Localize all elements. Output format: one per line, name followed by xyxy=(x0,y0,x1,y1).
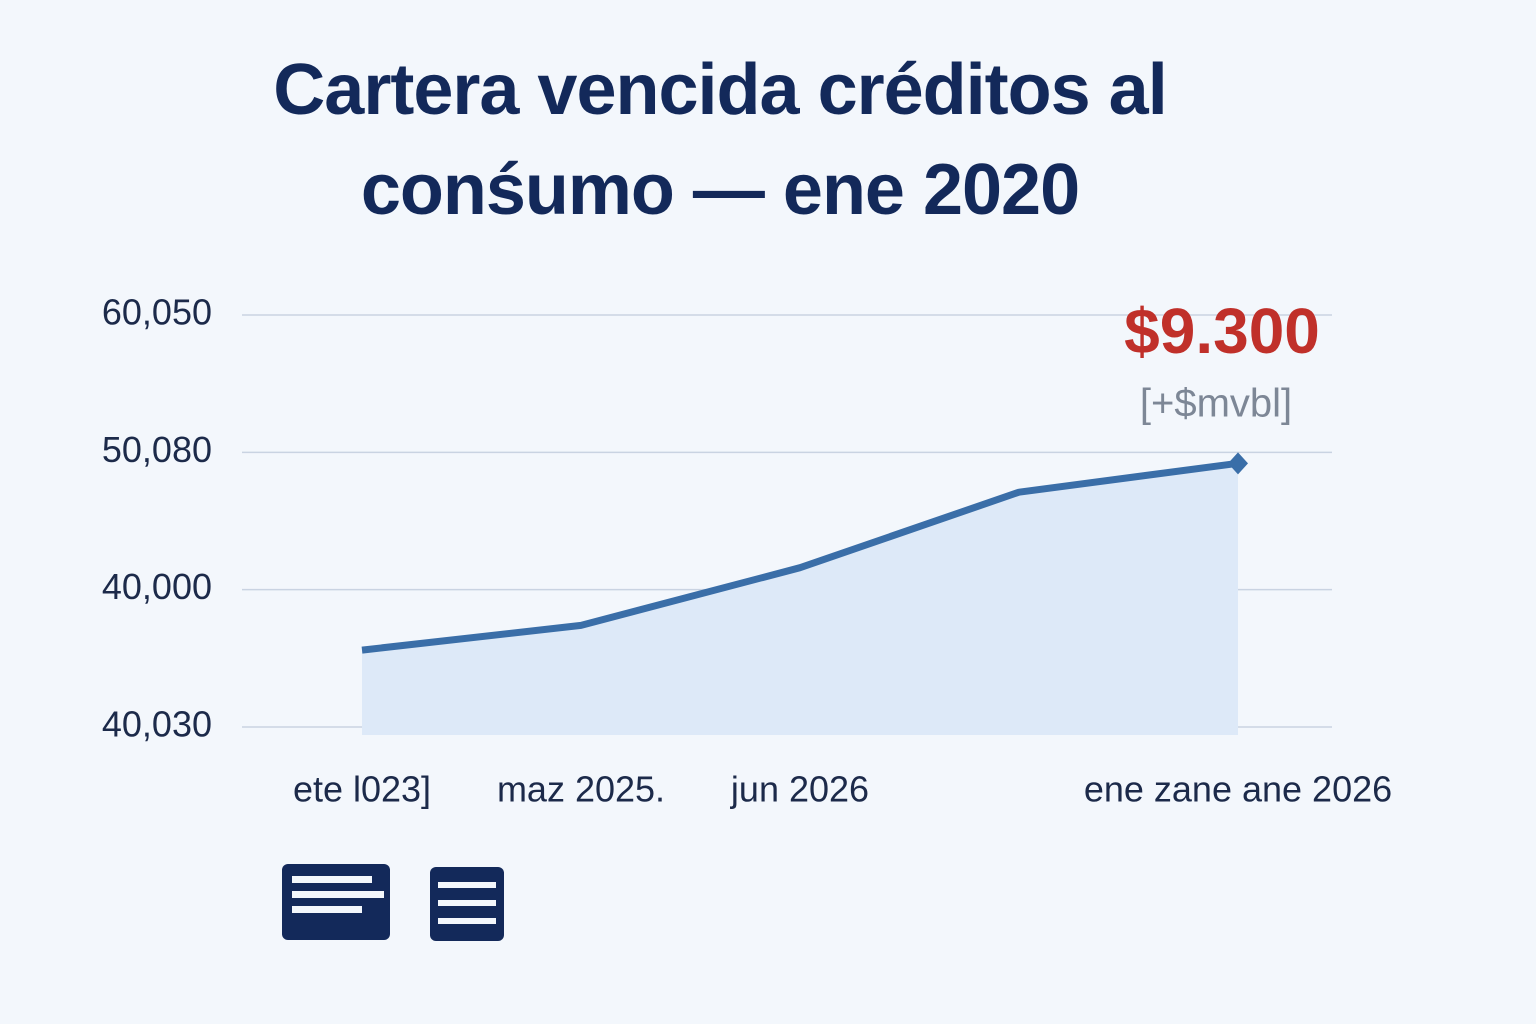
x-tick-label: ene zane ane 2026 xyxy=(1084,769,1392,810)
x-tick-label: jun 2026 xyxy=(730,769,869,810)
y-tick-label: 60,050 xyxy=(102,292,212,333)
icon xyxy=(282,864,390,940)
y-tick-label: 40,030 xyxy=(102,704,212,745)
icon-line xyxy=(438,918,496,924)
icons xyxy=(282,864,504,941)
y-tick-label: 40,000 xyxy=(102,566,212,607)
x-tick-label: maz 2025. xyxy=(497,769,665,810)
line xyxy=(361,459,1239,654)
icon-line xyxy=(438,900,496,906)
y-tick-label: 50,080 xyxy=(102,429,212,470)
icon-line xyxy=(292,891,384,898)
x-tick-label: ete l023] xyxy=(293,769,431,810)
end-marker xyxy=(1228,452,1248,475)
icon-line xyxy=(292,876,372,883)
area-fill xyxy=(362,463,1238,735)
chart-title: Cartera vencida créditos al conśumo — en… xyxy=(273,50,1167,230)
annotation-value: $9.300 xyxy=(1124,295,1320,367)
icon-line xyxy=(292,906,362,913)
annotation-change: [+$mvbl] xyxy=(1140,382,1292,426)
icon-line xyxy=(438,882,496,888)
